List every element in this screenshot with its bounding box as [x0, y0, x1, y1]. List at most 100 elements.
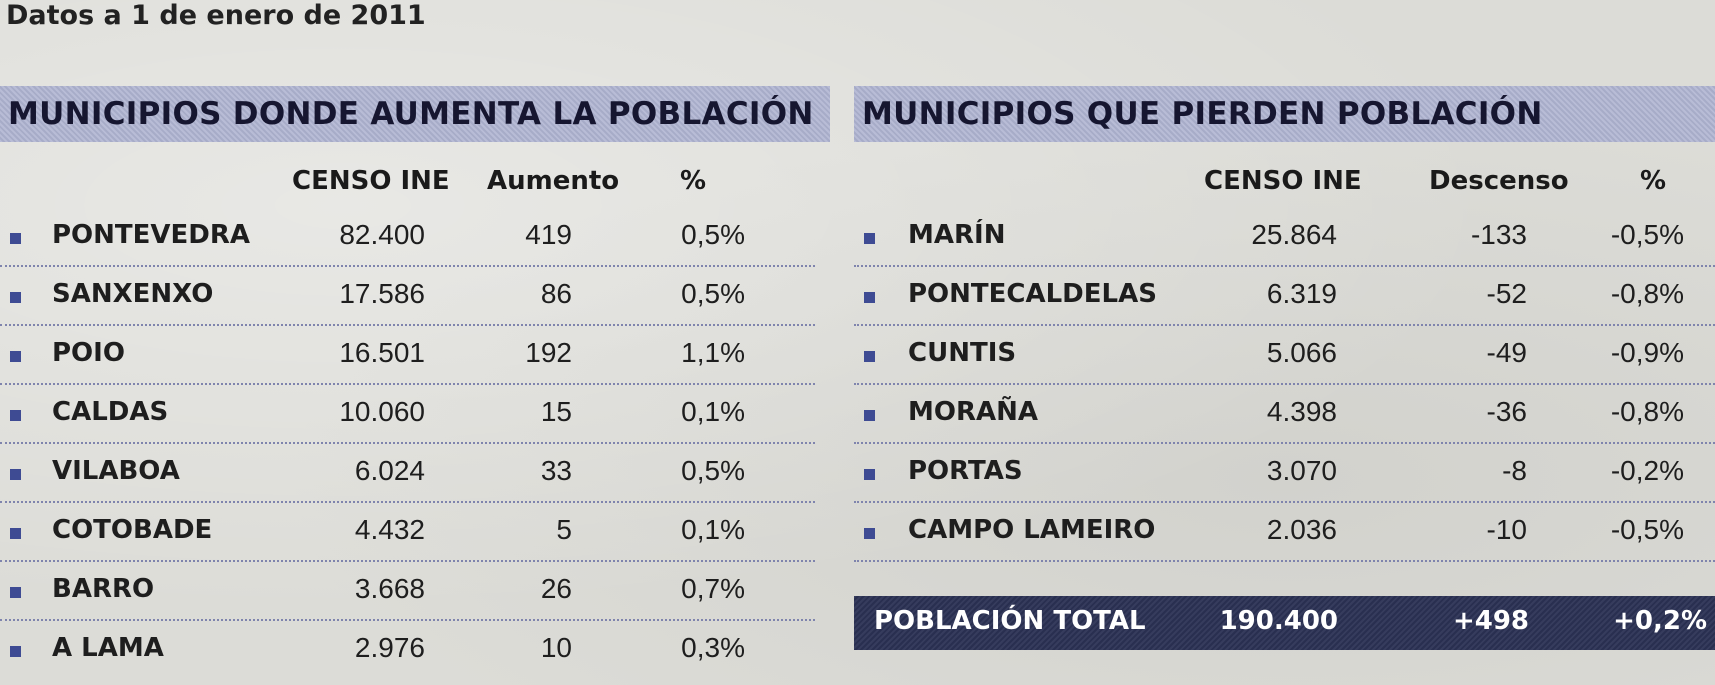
row-divider: [854, 265, 1715, 267]
censo-value: 16.501: [339, 337, 425, 368]
pct-value: -0,8%: [1610, 396, 1684, 427]
decrease-table: MUNICIPIOS QUE PIERDEN POBLACIÓN CENSO I…: [854, 86, 1715, 650]
subtitle: Datos a 1 de enero de 2011: [6, 0, 426, 31]
table-row: POIO 16.501 192 1,1%: [0, 326, 815, 385]
pct-value: -0,5%: [1610, 219, 1684, 250]
descenso-value: -49: [1486, 337, 1527, 368]
censo-value: 6.024: [354, 455, 425, 486]
table-row: PORTAS 3.070 -8 -0,2%: [854, 444, 1715, 503]
municipality-name: SANXENXO: [52, 279, 214, 309]
total-pct: +0,2%: [1613, 606, 1707, 636]
square-bullet-icon: [864, 528, 875, 539]
pct-value: 0,5%: [681, 278, 745, 309]
descenso-value: -133: [1470, 219, 1527, 250]
pct-value: 0,3%: [681, 632, 745, 663]
col-header-censo: CENSO INE: [1204, 166, 1362, 196]
col-header-pct: %: [680, 166, 707, 196]
square-bullet-icon: [864, 292, 875, 303]
censo-value: 3.070: [1266, 455, 1337, 486]
total-label: POBLACIÓN TOTAL: [874, 606, 1146, 636]
square-bullet-icon: [10, 233, 21, 244]
municipality-name: CALDAS: [52, 397, 169, 427]
square-bullet-icon: [10, 410, 21, 421]
pct-value: 0,7%: [681, 573, 745, 604]
table-row: MORAÑA 4.398 -36 -0,8%: [854, 385, 1715, 444]
municipality-name: CUNTIS: [908, 338, 1017, 368]
municipality-name: CAMPO LAMEIRO: [908, 515, 1156, 545]
municipality-name: PONTECALDELAS: [908, 279, 1157, 309]
decrease-table-title: MUNICIPIOS QUE PIERDEN POBLACIÓN: [854, 86, 1715, 142]
row-divider: [0, 619, 815, 621]
censo-value: 10.060: [339, 396, 425, 427]
pct-value: 0,1%: [681, 396, 745, 427]
total-censo: 190.400: [1219, 606, 1338, 636]
table-row: BARRO 3.668 26 0,7%: [0, 562, 815, 621]
table-row: MARÍN 25.864 -133 -0,5%: [854, 208, 1715, 267]
aumento-value: 15: [540, 396, 572, 427]
row-divider: [854, 324, 1715, 326]
aumento-value: 26: [540, 573, 572, 604]
municipality-name: POIO: [52, 338, 125, 368]
censo-value: 17.586: [339, 278, 425, 309]
censo-value: 25.864: [1251, 219, 1337, 250]
aumento-value: 419: [525, 219, 572, 250]
censo-value: 82.400: [339, 219, 425, 250]
square-bullet-icon: [10, 587, 21, 598]
table-row: COTOBADE 4.432 5 0,1%: [0, 503, 815, 562]
pct-value: 0,5%: [681, 219, 745, 250]
row-divider: [0, 324, 815, 326]
aumento-value: 33: [540, 455, 572, 486]
municipality-name: BARRO: [52, 574, 155, 604]
municipality-name: MARÍN: [908, 220, 1006, 250]
row-divider: [0, 383, 815, 385]
table-row: CUNTIS 5.066 -49 -0,9%: [854, 326, 1715, 385]
row-divider: [0, 560, 815, 562]
municipality-name: COTOBADE: [52, 515, 213, 545]
col-header-censo: CENSO INE: [292, 166, 450, 196]
col-header-descenso: Descenso: [1429, 166, 1569, 196]
censo-value: 5.066: [1266, 337, 1337, 368]
municipality-name: VILABOA: [52, 456, 180, 486]
pct-value: 1,1%: [681, 337, 745, 368]
pct-value: 0,1%: [681, 514, 745, 545]
table-row: PONTEVEDRA 82.400 419 0,5%: [0, 208, 815, 267]
increase-table: MUNICIPIOS DONDE AUMENTA LA POBLACIÓN CE…: [0, 86, 830, 663]
table-row: VILABOA 6.024 33 0,5%: [0, 444, 815, 503]
increase-table-title: MUNICIPIOS DONDE AUMENTA LA POBLACIÓN: [0, 86, 830, 142]
municipality-name: MORAÑA: [908, 397, 1038, 427]
descenso-value: -52: [1486, 278, 1527, 309]
pct-value: -0,5%: [1610, 514, 1684, 545]
square-bullet-icon: [864, 469, 875, 480]
municipality-name: PORTAS: [908, 456, 1023, 486]
aumento-value: 192: [525, 337, 572, 368]
table-row: A LAMA 2.976 10 0,3%: [0, 621, 815, 680]
pct-value: 0,5%: [681, 455, 745, 486]
row-divider: [854, 442, 1715, 444]
table-row: SANXENXO 17.586 86 0,5%: [0, 267, 815, 326]
row-divider: [0, 442, 815, 444]
censo-value: 4.432: [354, 514, 425, 545]
aumento-value: 10: [540, 632, 572, 663]
table-row: PONTECALDELAS 6.319 -52 -0,8%: [854, 267, 1715, 326]
municipality-name: A LAMA: [52, 633, 164, 663]
square-bullet-icon: [10, 351, 21, 362]
table-row: CALDAS 10.060 15 0,1%: [0, 385, 815, 444]
censo-value: 2.036: [1266, 514, 1337, 545]
square-bullet-icon: [10, 528, 21, 539]
square-bullet-icon: [864, 410, 875, 421]
censo-value: 6.319: [1266, 278, 1337, 309]
square-bullet-icon: [864, 351, 875, 362]
descenso-value: -8: [1502, 455, 1527, 486]
censo-value: 2.976: [354, 632, 425, 663]
row-divider: [854, 383, 1715, 385]
descenso-value: -36: [1486, 396, 1527, 427]
row-divider: [0, 501, 815, 503]
aumento-value: 86: [540, 278, 572, 309]
municipality-name: PONTEVEDRA: [52, 220, 251, 250]
total-population-bar: POBLACIÓN TOTAL 190.400 +498 +0,2%: [854, 596, 1715, 650]
square-bullet-icon: [10, 469, 21, 480]
pct-value: -0,2%: [1610, 455, 1684, 486]
col-header-pct: %: [1640, 166, 1667, 196]
row-divider: [854, 501, 1715, 503]
censo-value: 4.398: [1266, 396, 1337, 427]
